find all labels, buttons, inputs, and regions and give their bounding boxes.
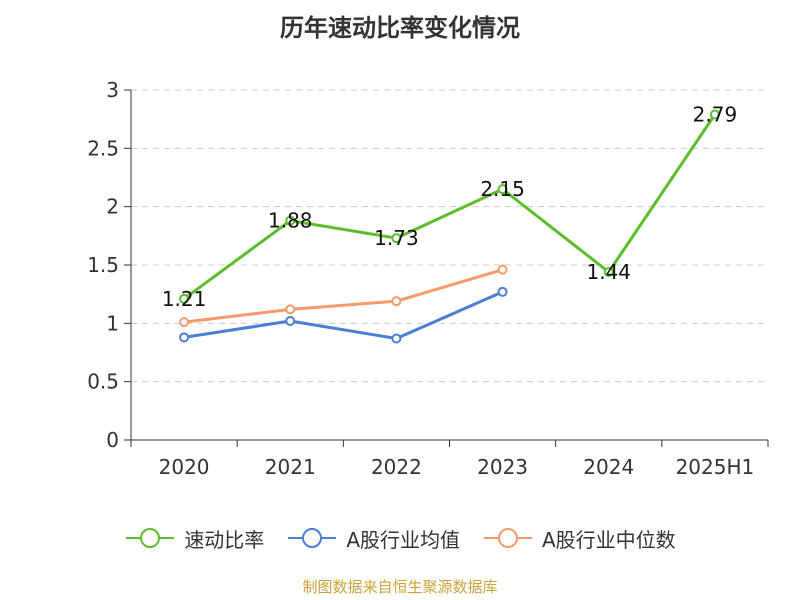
data-point [179,332,190,343]
y-tick-label: 0 [106,428,119,452]
gridlines [131,89,768,383]
legend-label: 速动比率 [184,527,265,552]
data-label: 2.79 [693,103,738,127]
data-point [285,215,296,226]
series-line [183,113,717,301]
y-tick-label: 2 [106,195,119,219]
legend-swatch-icon [126,528,175,548]
x-tick-label: 2022 [371,455,422,479]
source-note: 制图数据来自恒生聚源数据库 [302,578,498,596]
data-label: 1.21 [162,287,207,311]
series-line [183,290,504,340]
y-tick-label: 0.5 [87,370,119,394]
chart-title: 历年速动比率变化情况 [280,14,520,42]
data-point [709,109,720,120]
data-point [391,233,402,244]
data-label: 2.15 [480,177,525,201]
legend-swatch-icon [484,528,532,548]
y-tick-label: 1 [106,311,119,335]
legend: 速动比率 A股行业均值 A股行业中位数 [0,520,800,556]
data-label: 1.88 [268,209,313,233]
y-tick-label: 3 [106,78,119,102]
data-point [497,184,508,195]
data-label: 1.73 [374,226,419,250]
x-tick-label: 2025H1 [676,455,755,479]
x-tick-label: 2024 [583,455,634,479]
legend-label: A股行业均值 [346,527,460,552]
data-point [285,316,296,326]
data-label: 1.44 [586,260,631,284]
x-tick-label: 2021 [265,455,316,479]
data-point [391,333,402,344]
y-tick-label: 2.5 [87,136,119,160]
legend-marker [498,528,518,548]
legend-item[interactable]: A股行业中位数 [482,524,676,553]
legend-marker [140,528,161,548]
data-point [603,267,614,277]
legend-item[interactable]: A股行业均值 [286,524,460,553]
legend-label: A股行业中位数 [542,527,676,552]
series-line [183,268,504,324]
data-labels: 1.21 1.88 1.73 2.15 1.44 2.79 [162,103,737,311]
legend-marker [302,528,323,548]
data-point [179,293,190,304]
data-point [497,286,508,297]
series-lines [179,109,720,344]
x-tick-label: 2023 [477,455,528,479]
legend-swatch-icon [288,528,337,548]
axes: 0 0.5 1 1.5 2 2.5 3 2020 2021 2022 2023 2024 2025H1 [87,78,769,479]
x-tick-label: 2020 [159,455,210,479]
y-tick-label: 1.5 [87,253,119,277]
legend-item[interactable]: 速动比率 [124,524,264,553]
data-point [391,296,402,307]
data-point [285,304,296,315]
data-point [497,264,508,275]
data-point [179,317,190,328]
